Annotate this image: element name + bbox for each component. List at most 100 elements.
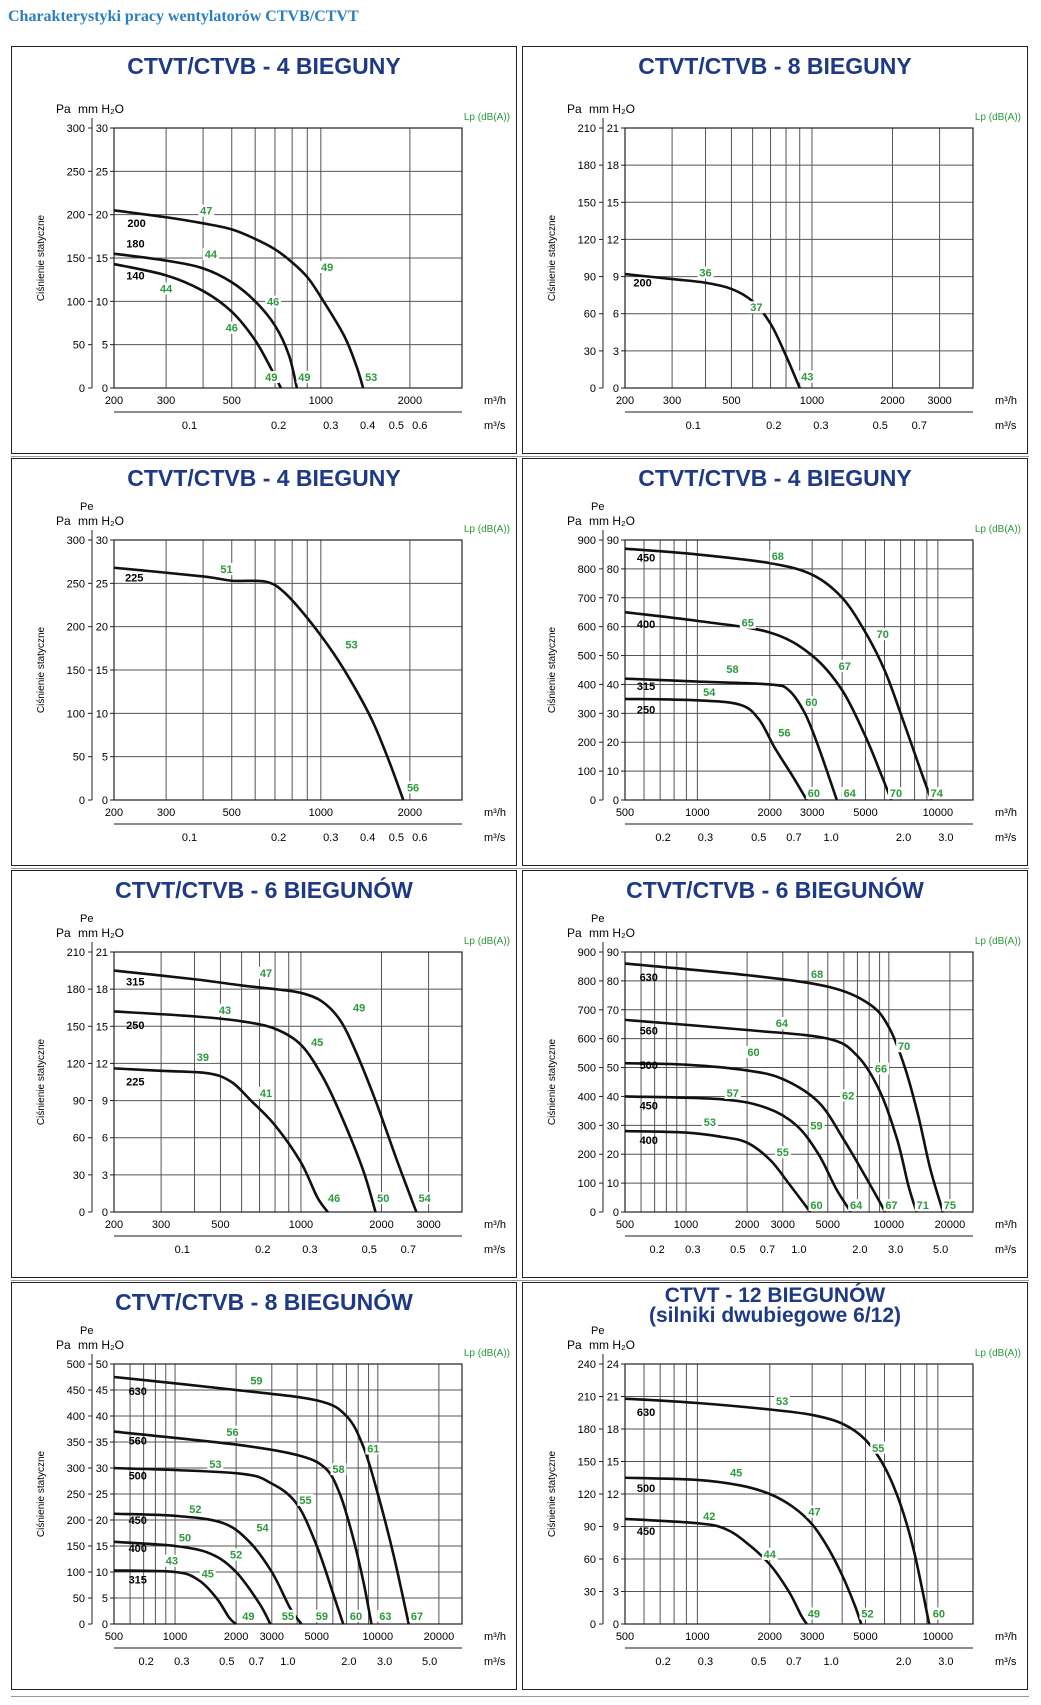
lp-value-bg [724, 1087, 741, 1100]
pa-unit-label: Pa [56, 926, 71, 940]
lp-value-label: 65 [742, 618, 754, 630]
lp-value-label: 58 [332, 1464, 344, 1476]
lp-value-label: 54 [703, 687, 716, 699]
curve-size-label: 400 [640, 1135, 658, 1147]
fan-curve-180 [113, 252, 299, 389]
lp-value-bg [774, 1146, 791, 1159]
x-tick-label: 2000 [224, 1631, 248, 1643]
x-tick-label: 500 [616, 1631, 634, 1643]
grid [624, 127, 974, 389]
fan-curve-400 [624, 1129, 812, 1213]
pa-tick-label: 30 [584, 1587, 596, 1599]
lp-value-bg [319, 261, 336, 273]
lp-value-bg [701, 1116, 718, 1129]
mm-tick-label: 9 [102, 1096, 108, 1108]
lp-value-bg [941, 1199, 958, 1212]
mm-tick-label: 15 [96, 253, 108, 265]
curve-size-label: 630 [129, 1386, 147, 1398]
secondary-tick-label: 0.2 [271, 420, 286, 432]
pa-tick-label: 200 [67, 622, 85, 634]
lp-value-bg [809, 968, 826, 980]
pa-tick-label: 200 [67, 210, 85, 222]
plot-frame [624, 539, 974, 801]
x-unit-label: m³/h [995, 1219, 1017, 1231]
mm-unit-label: mm H₂O [589, 514, 635, 528]
secondary-tick-label: 0.6 [412, 832, 427, 844]
chart-title: CTVT/CTVB - 4 BIEGUNY [638, 465, 912, 491]
x-tick-label: 200 [616, 395, 634, 407]
lp-value-bg [187, 1503, 204, 1516]
secondary-tick-label: 0.4 [360, 832, 375, 844]
lp-value-label: 63 [379, 1611, 391, 1623]
lp-value-label: 41 [260, 1088, 272, 1100]
mm-tick-label: 25 [96, 1489, 108, 1501]
mm-tick-label: 30 [96, 1463, 108, 1475]
x-tick-label: 1000 [289, 1219, 313, 1231]
pa-tick-label: 400 [67, 1411, 85, 1423]
lp-value-bg [228, 1548, 245, 1561]
mm-tick-label: 3 [613, 1587, 619, 1599]
x-tick-label: 2000 [735, 1219, 759, 1231]
x-tick-label: 300 [157, 807, 175, 819]
curve-size-label: 250 [637, 704, 655, 716]
lp-value-bg [769, 550, 786, 563]
lp-value-bg [177, 1531, 194, 1544]
curve-size-label: 180 [126, 239, 144, 251]
secondary-tick-label: 0.7 [786, 832, 801, 844]
secondary-tick-label: 0.5 [389, 832, 404, 844]
lp-value-bg [330, 1463, 347, 1476]
fan-curve-225 [113, 566, 405, 801]
pa-unit-label: Pa [56, 102, 71, 116]
secondary-unit-label: m³/s [995, 1244, 1017, 1256]
mm-tick-label: 20 [607, 737, 619, 749]
x-unit-label: m³/h [995, 1631, 1017, 1643]
mm-tick-label: 25 [96, 578, 108, 590]
secondary-tick-label: 0.4 [360, 420, 375, 432]
fan-curve-630 [624, 1397, 931, 1625]
secondary-tick-label: 0.2 [766, 420, 781, 432]
lp-value-bg [870, 1441, 887, 1454]
curve-size-label: 500 [129, 1470, 147, 1482]
lp-value-label: 70 [877, 629, 889, 641]
lp-value-label: 45 [311, 1037, 323, 1049]
x-tick-label: 2000 [758, 807, 782, 819]
mm-tick-label: 50 [96, 1359, 108, 1371]
lp-value-bg [265, 295, 282, 308]
chart-panel: CTVT/CTVB - 6 BIEGUNÓW Pe Pa mm H₂O Lp (dB(A… [522, 870, 1028, 1278]
plot-frame [624, 127, 974, 389]
x-tick-label: 1000 [309, 395, 333, 407]
secondary-tick-label: 0.3 [323, 420, 338, 432]
pa-tick-label: 60 [73, 1133, 85, 1145]
lp-value-label: 54 [256, 1522, 269, 1534]
lp-value-bg [257, 1086, 274, 1099]
lp-value-bg [158, 282, 175, 295]
lp-value-bg [296, 371, 313, 384]
chart-plot: Pe Pa mm H₂O Lp (dB(A)) Ciśnienie statyczne 0… [36, 501, 510, 844]
curve-size-label: 315 [129, 1574, 147, 1586]
pe-label: Pe [80, 913, 93, 925]
fan-curve-450 [624, 1517, 808, 1625]
lp-value-bg [806, 1505, 823, 1518]
lp-value-label: 43 [801, 372, 813, 384]
x-tick-label: 10000 [923, 807, 954, 819]
mm-tick-label: 15 [96, 1541, 108, 1553]
pa-tick-label: 900 [578, 947, 596, 959]
curve-size-label: 315 [637, 681, 655, 693]
curve-size-label: 400 [129, 1543, 147, 1555]
lp-value-label: 64 [776, 1018, 789, 1030]
lp-value-bg [701, 1510, 718, 1522]
mm-tick-label: 18 [96, 984, 108, 996]
mm-tick-label: 0 [102, 1619, 108, 1631]
x-tick-label: 1000 [685, 807, 709, 819]
lp-value-bg [883, 1199, 900, 1212]
lp-value-bg [254, 1521, 271, 1534]
secondary-tick-label: 1.0 [824, 832, 839, 844]
secondary-tick-label: 0.5 [389, 420, 404, 432]
chart-panel: CTVT - 12 BIEGUNÓW (silniki dwubiegowe 6/… [522, 1282, 1028, 1690]
lp-value-bg [248, 1374, 265, 1387]
mm-tick-label: 0 [102, 795, 108, 807]
lp-value-label: 60 [805, 697, 817, 709]
x-unit-label: m³/h [484, 1631, 506, 1643]
lp-value-bg [297, 1493, 314, 1506]
lp-value-label: 59 [810, 1120, 822, 1132]
